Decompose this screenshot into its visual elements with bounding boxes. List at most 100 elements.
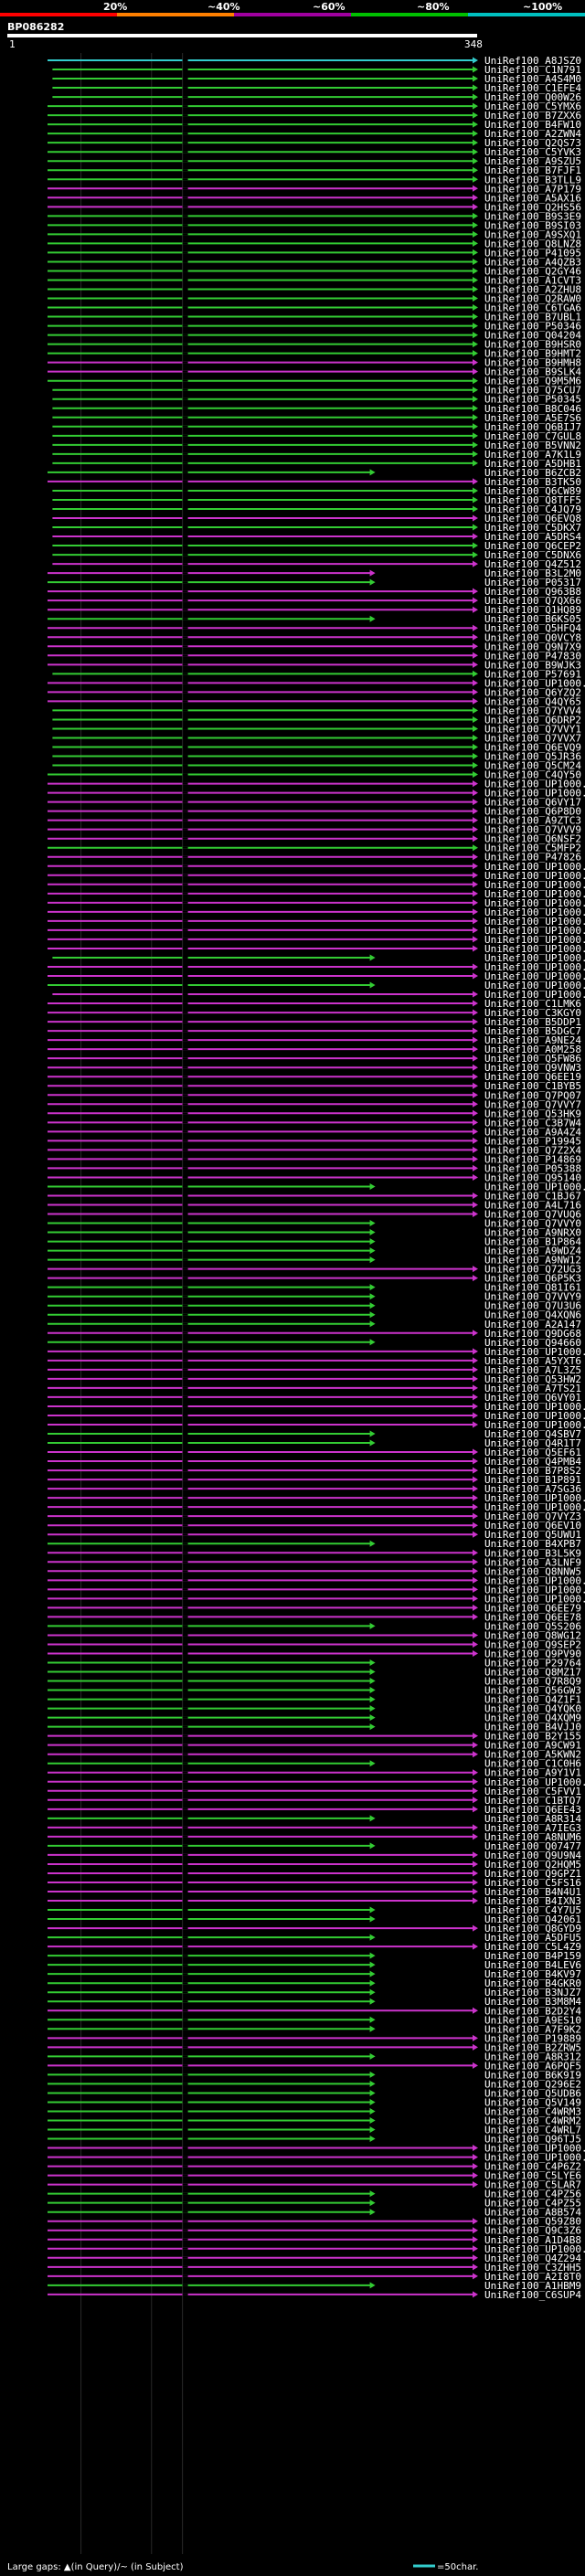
hit-label[interactable]: UniRef100_Q7VVV9 (484, 824, 581, 836)
hit-label[interactable]: UniRef100_A9CW91 (484, 1740, 581, 1752)
hit-label[interactable]: UniRef100_B2ZRW5 (484, 2041, 581, 2053)
hit-row[interactable]: UniRef100_UP1000.. (48, 888, 585, 900)
hit-label[interactable]: UniRef100_C6TGA6 (484, 302, 581, 314)
hit-row[interactable]: UniRef100_Q5FW86 (48, 1053, 581, 1065)
hit-label[interactable]: UniRef100_Q6YZQ2 (484, 686, 581, 698)
hit-row[interactable]: UniRef100_Q5HFQ4 (48, 622, 581, 634)
hit-row[interactable]: UniRef100_Q6DRP2 (52, 714, 581, 726)
hit-row[interactable]: UniRef100_A1HBM9 (48, 2280, 581, 2292)
hit-row[interactable]: UniRef100_B9HMH8 (48, 357, 581, 369)
hit-label[interactable]: UniRef100_Q7VYZ3 (484, 1511, 581, 1522)
hit-row[interactable]: UniRef100_Q8LNZ8 (48, 238, 581, 249)
hit-row[interactable]: UniRef100_B1P864 (48, 1236, 581, 1248)
hit-label[interactable]: UniRef100_A4S4M0 (484, 73, 581, 85)
hit-label[interactable]: UniRef100_B6ZCB2 (484, 467, 581, 479)
hit-row[interactable]: UniRef100_UP1000.. (48, 1584, 585, 1595)
hit-row[interactable]: UniRef100_B4KV97 (48, 1968, 581, 1980)
hit-label[interactable]: UniRef100_B3L5K9 (484, 1547, 581, 1559)
hit-row[interactable]: UniRef100_A7IEG3 (48, 1822, 581, 1834)
hit-row[interactable]: UniRef100_Q4Z1F1 (48, 1694, 581, 1706)
hit-label[interactable]: UniRef100_Q4PMB4 (484, 1456, 581, 1468)
hit-label[interactable]: UniRef100_Q94660 (484, 1337, 581, 1349)
hit-label[interactable]: UniRef100_B7ZXX6 (484, 110, 581, 122)
hit-row[interactable]: UniRef100_Q4Z512 (52, 558, 581, 570)
hit-row[interactable]: UniRef100_Q9M5M6 (48, 376, 581, 387)
hit-label[interactable]: UniRef100_UP1000.. (484, 1584, 585, 1595)
hit-label[interactable]: UniRef100_B3TLL9 (484, 174, 581, 186)
hit-label[interactable]: UniRef100_UP1000.. (484, 788, 585, 800)
hit-row[interactable]: UniRef100_Q6BIJ7 (52, 421, 581, 433)
hit-label[interactable]: UniRef100_B4FW10 (484, 119, 581, 131)
hit-row[interactable]: UniRef100_C5LYE6 (48, 2170, 581, 2182)
hit-row[interactable]: UniRef100_Q7VVY1 (52, 723, 581, 735)
hit-row[interactable]: UniRef100_Q42061 (48, 1913, 581, 1925)
hit-label[interactable]: UniRef100_B4P159 (484, 1950, 581, 1962)
hit-label[interactable]: UniRef100_Q7VVY0 (484, 1218, 581, 1230)
hit-label[interactable]: UniRef100_Q6DRP2 (484, 714, 581, 726)
hit-label[interactable]: UniRef100_P50345 (484, 394, 581, 406)
hit-label[interactable]: UniRef100_B4VJJ0 (484, 1722, 581, 1733)
hit-row[interactable]: UniRef100_Q5S206 (48, 1620, 581, 1632)
hit-label[interactable]: UniRef100_UP1000.. (484, 677, 585, 689)
hit-row[interactable]: UniRef100_Q9SEP2 (48, 1638, 581, 1650)
hit-label[interactable]: UniRef100_A5KWN2 (484, 1749, 581, 1761)
hit-row[interactable]: UniRef100_B5DGC7 (48, 1025, 581, 1037)
hit-row[interactable]: UniRef100_B3L2M0 (48, 567, 581, 579)
hit-row[interactable]: UniRef100_UP1000.. (48, 961, 585, 973)
hit-label[interactable]: UniRef100_Q4YQK0 (484, 1703, 581, 1715)
hit-label[interactable]: UniRef100_Q7VVY1 (484, 723, 581, 735)
hit-label[interactable]: UniRef100_Q5V149 (484, 2096, 581, 2108)
hit-row[interactable]: UniRef100_Q7VVX7 (52, 732, 581, 744)
hit-label[interactable]: UniRef100_UP1000.. (484, 2243, 585, 2255)
hit-row[interactable]: UniRef100_Q9C3Z6 (48, 2225, 581, 2237)
hit-label[interactable]: UniRef100_C6SUP4 (484, 2289, 581, 2301)
hit-row[interactable]: UniRef100_Q00W26 (52, 91, 581, 103)
hit-row[interactable]: UniRef100_A8NUM6 (48, 1831, 581, 1843)
hit-row[interactable]: UniRef100_Q9N7X9 (48, 641, 581, 652)
hit-row[interactable]: UniRef100_UP1000.. (48, 934, 585, 946)
hit-row[interactable]: UniRef100_A2A147 (48, 1319, 581, 1330)
hit-label[interactable]: UniRef100_P19945 (484, 1135, 581, 1147)
hit-row[interactable]: UniRef100_Q963B8 (48, 586, 581, 598)
hit-label[interactable]: UniRef100_P14869 (484, 1153, 581, 1165)
hit-label[interactable]: UniRef100_UP1000.. (484, 916, 585, 928)
hit-row[interactable]: UniRef100_B9HMT2 (48, 348, 581, 360)
hit-label[interactable]: UniRef100_UP1000.. (484, 970, 585, 982)
hit-row[interactable]: UniRef100_A9Y1V1 (48, 1767, 581, 1779)
hit-label[interactable]: UniRef100_B2Y155 (484, 1731, 581, 1743)
hit-row[interactable]: UniRef100_B3L5K9 (48, 1547, 581, 1559)
hit-label[interactable]: UniRef100_UP1000.. (484, 879, 585, 891)
hit-label[interactable]: UniRef100_Q7VUQ6 (484, 1209, 581, 1221)
hit-row[interactable]: UniRef100_P05317 (48, 577, 581, 588)
hit-label[interactable]: UniRef100_UP1000.. (484, 980, 585, 991)
hit-row[interactable]: UniRef100_A7TS21 (48, 1383, 581, 1394)
hit-row[interactable]: UniRef100_Q2HQM5 (48, 1859, 581, 1871)
hit-row[interactable]: UniRef100_C5FVV1 (48, 1786, 581, 1797)
hit-row[interactable]: UniRef100_C4P6Z2 (48, 2161, 581, 2173)
hit-label[interactable]: UniRef100_Q2HQM5 (484, 1859, 581, 1871)
hit-label[interactable]: UniRef100_Q5EF61 (484, 1447, 581, 1458)
hit-row[interactable]: UniRef100_Q6NSF2 (48, 833, 581, 845)
hit-label[interactable]: UniRef100_C1C0H6 (484, 1758, 581, 1770)
hit-row[interactable]: UniRef100_C1BJ67 (48, 1190, 581, 1202)
hit-label[interactable]: UniRef100_B4IXN3 (484, 1895, 581, 1907)
hit-label[interactable]: UniRef100_UP1000.. (484, 925, 585, 937)
hit-row[interactable]: UniRef100_A5YXT6 (48, 1355, 581, 1367)
hit-label[interactable]: UniRef100_Q9C3Z6 (484, 2225, 581, 2237)
hit-row[interactable]: UniRef100_Q9VNW3 (48, 1062, 581, 1074)
hit-row[interactable]: UniRef100_C5LAR7 (48, 2179, 581, 2191)
hit-label[interactable]: UniRef100_Q8MZ17 (484, 1667, 581, 1679)
hit-label[interactable]: UniRef100_UP1000.. (484, 2152, 585, 2164)
hit-label[interactable]: UniRef100_B1P891 (484, 1474, 581, 1486)
hit-label[interactable]: UniRef100_Q963B8 (484, 586, 581, 598)
hit-label[interactable]: UniRef100_Q6EVQ8 (484, 513, 581, 525)
hit-label[interactable]: UniRef100_C1LMK6 (484, 998, 581, 1010)
hit-label[interactable]: UniRef100_A9NRX0 (484, 1227, 581, 1239)
hit-label[interactable]: UniRef100_UP1000.. (484, 897, 585, 909)
hit-row[interactable]: UniRef100_B5VNN2 (52, 440, 581, 451)
hit-row[interactable]: UniRef100_P50346 (48, 321, 581, 333)
hit-row[interactable]: UniRef100_Q5V149 (48, 2096, 581, 2108)
hit-label[interactable]: UniRef100_Q9DG68 (484, 1328, 581, 1340)
hit-label[interactable]: UniRef100_Q6EE78 (484, 1611, 581, 1623)
hit-row[interactable]: UniRef100_B1P891 (48, 1474, 581, 1486)
